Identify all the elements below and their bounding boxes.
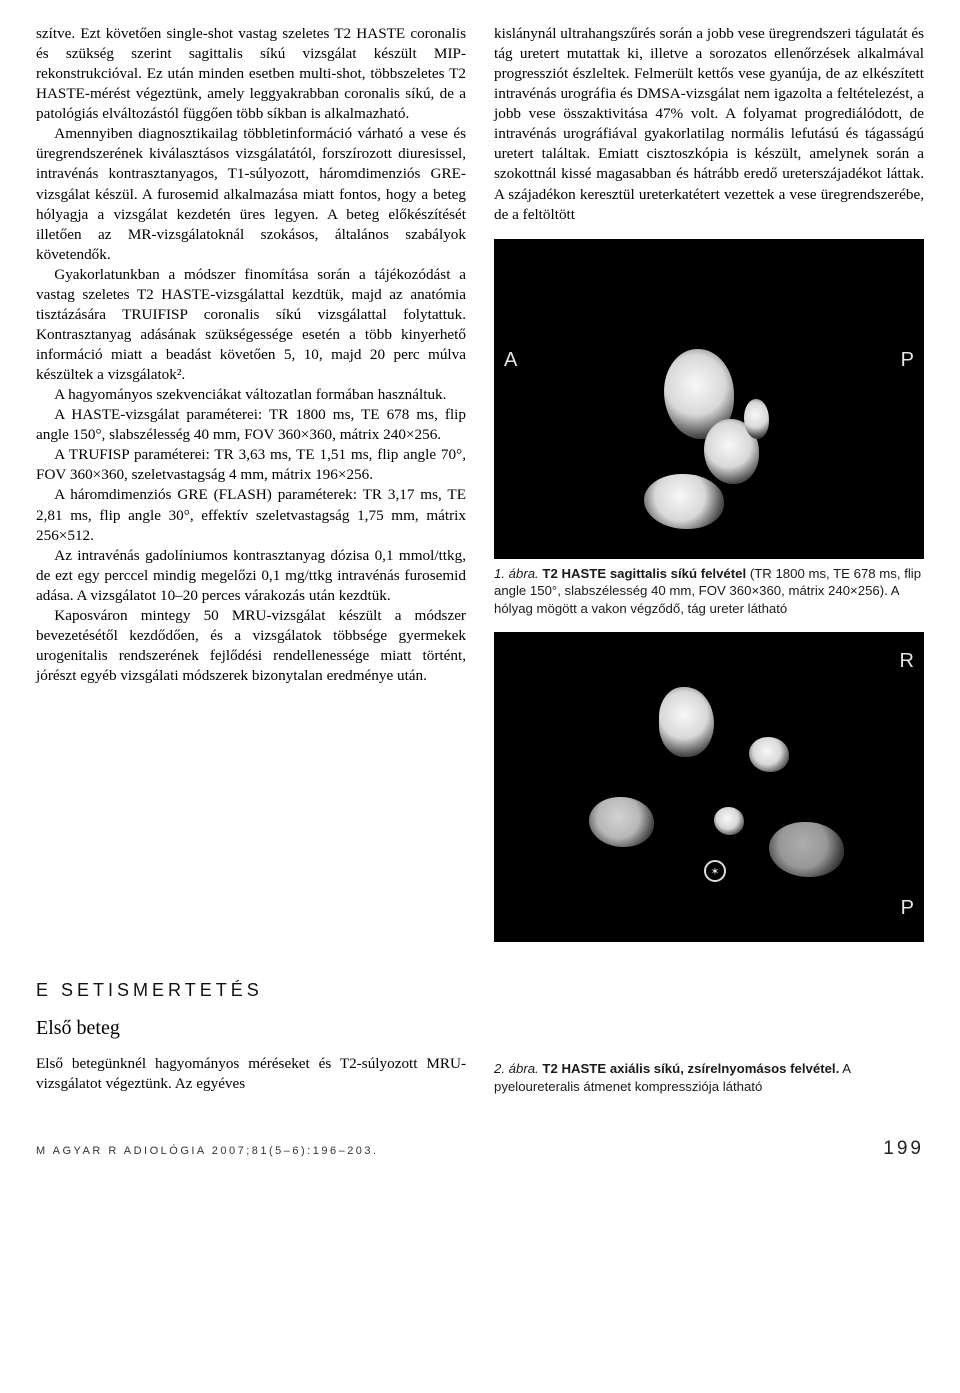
footer-page-number: 199 xyxy=(883,1138,924,1160)
left-text-column: szítve. Ezt követően single-shot vastag … xyxy=(36,24,466,948)
body-paragraph: A hagyományos szekvenciákat változatlan … xyxy=(36,385,466,405)
figure-2-label-p: P xyxy=(901,897,914,920)
body-paragraph: A TRUFISP paraméterei: TR 3,63 ms, TE 1,… xyxy=(36,445,466,485)
body-paragraph: Első betegünknél hagyományos méréseket é… xyxy=(36,1054,466,1094)
body-paragraph: kislánynál ultrahangszűrés során a jobb … xyxy=(494,24,924,225)
figure-1-label-p: P xyxy=(901,349,914,372)
figure-2-label-r: R xyxy=(900,650,914,673)
figure-2-caption: 2. ábra. T2 HASTE axiális síkú, zsírelny… xyxy=(494,1060,924,1096)
lower-right-column: 2. ábra. T2 HASTE axiális síkú, zsírelny… xyxy=(494,1054,924,1096)
figure-1-caption-num: 1. ábra. xyxy=(494,566,539,581)
figure-1-caption-title: T2 HASTE sagittalis síkú felvétel xyxy=(542,566,746,581)
body-paragraph: A HASTE-vizsgálat paraméterei: TR 1800 m… xyxy=(36,405,466,445)
figure-1: A P 1. ábra. T2 HASTE sagittalis síkú fe… xyxy=(494,239,924,618)
body-paragraph: A háromdimenziós GRE (FLASH) paraméterek… xyxy=(36,485,466,545)
lower-left-column: Első betegünknél hagyományos méréseket é… xyxy=(36,1054,466,1096)
figure-2-caption-num: 2. ábra. xyxy=(494,1061,539,1076)
body-paragraph: Az intravénás gadolíniumos kontrasztanya… xyxy=(36,546,466,606)
body-paragraph: Kaposváron mintegy 50 MRU-vizsgálat kész… xyxy=(36,606,466,686)
figure-1-image: A P xyxy=(494,239,924,559)
body-paragraph: Amennyiben diagnosztikailag többletinfor… xyxy=(36,124,466,264)
right-text-column: kislánynál ultrahangszűrés során a jobb … xyxy=(494,24,924,948)
figure-1-label-a: A xyxy=(504,349,517,372)
figure-2: R P ✶ xyxy=(494,632,924,942)
section-heading-esetismertetes: E SETISMERTETÉS xyxy=(36,980,924,1001)
body-paragraph: szítve. Ezt követően single-shot vastag … xyxy=(36,24,466,124)
body-paragraph: Gyakorlatunkban a módszer finomítása sor… xyxy=(36,265,466,385)
figure-1-caption: 1. ábra. T2 HASTE sagittalis síkú felvét… xyxy=(494,565,924,618)
subheading-elso-beteg: Első beteg xyxy=(36,1017,924,1040)
page-footer: M AGYAR R ADIOLÓGIA 2007;81(5–6):196–203… xyxy=(36,1138,924,1160)
figure-2-image: R P ✶ xyxy=(494,632,924,942)
figure-2-caption-title: T2 HASTE axiális síkú, zsírelnyomásos fe… xyxy=(542,1061,839,1076)
footer-journal-ref: M AGYAR R ADIOLÓGIA 2007;81(5–6):196–203… xyxy=(36,1145,379,1157)
